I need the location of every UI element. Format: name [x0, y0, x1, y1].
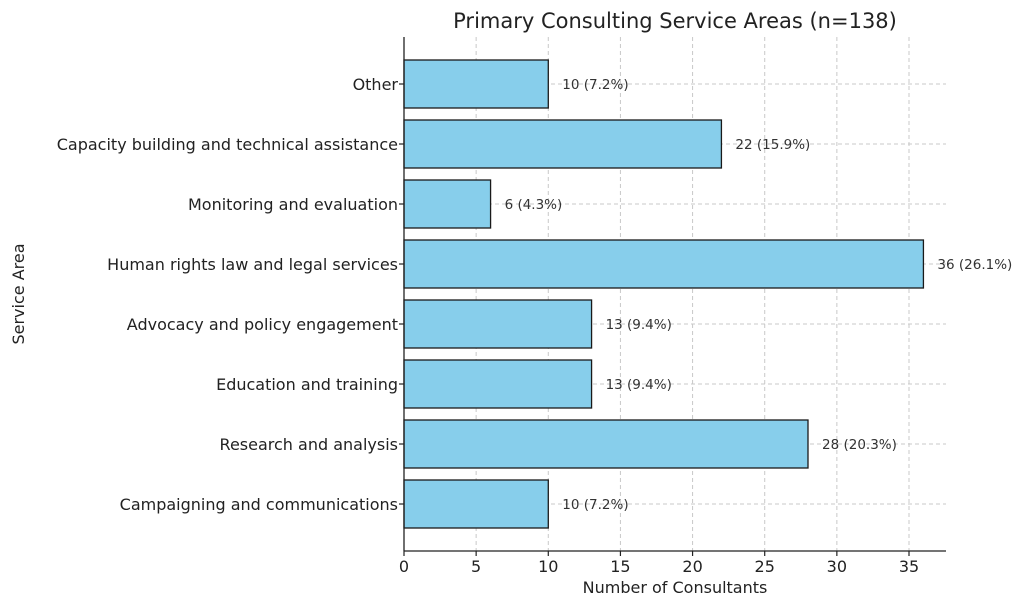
y-tick-label: Monitoring and evaluation	[188, 195, 398, 214]
bar	[403, 479, 549, 529]
y-tick-labels: Other Capacity building and technical ass…	[57, 75, 404, 514]
x-tick-labels: 0 5 10 15 20 25 30 35	[399, 551, 919, 576]
data-label: 6 (4.3%)	[505, 197, 563, 213]
x-tick-label: 15	[610, 557, 630, 576]
x-tick-label: 30	[827, 557, 847, 576]
x-axis-label: Number of Consultants	[583, 578, 768, 597]
bar	[403, 359, 593, 409]
bar	[403, 59, 549, 109]
y-tick-label: Human rights law and legal services	[107, 255, 398, 274]
data-labels: 10 (7.2%) 22 (15.9%) 6 (4.3%) 36 (26.1%) 13 …	[505, 77, 1013, 513]
chart-title: Primary Consulting Service Areas (n=138)	[453, 9, 897, 33]
data-label: 10 (7.2%)	[562, 497, 628, 513]
bar	[403, 119, 723, 169]
y-tick-label: Advocacy and policy engagement	[127, 315, 398, 334]
bar	[403, 299, 593, 349]
y-tick-label: Other	[353, 75, 399, 94]
x-tick-label: 5	[471, 557, 481, 576]
y-tick-label: Education and training	[216, 375, 398, 394]
data-label: 36 (26.1%)	[937, 257, 1012, 273]
x-tick-label: 35	[899, 557, 919, 576]
bars	[403, 59, 925, 529]
y-tick-label: Capacity building and technical assistan…	[57, 135, 398, 154]
x-tick-label: 20	[682, 557, 702, 576]
data-label: 28 (20.3%)	[822, 437, 897, 453]
bar	[403, 239, 925, 289]
data-label: 13 (9.4%)	[606, 377, 672, 393]
bar	[403, 419, 809, 469]
grid-lines	[404, 37, 946, 551]
x-tick-label: 10	[538, 557, 558, 576]
data-label: 22 (15.9%)	[735, 137, 810, 153]
data-label: 10 (7.2%)	[562, 77, 628, 93]
y-tick-label: Campaigning and communications	[120, 495, 398, 514]
x-tick-label: 0	[399, 557, 409, 576]
y-tick-label: Research and analysis	[220, 435, 398, 454]
x-tick-label: 25	[755, 557, 775, 576]
y-axis-label: Service Area	[9, 243, 28, 344]
bar	[403, 179, 492, 229]
data-label: 13 (9.4%)	[606, 317, 672, 333]
